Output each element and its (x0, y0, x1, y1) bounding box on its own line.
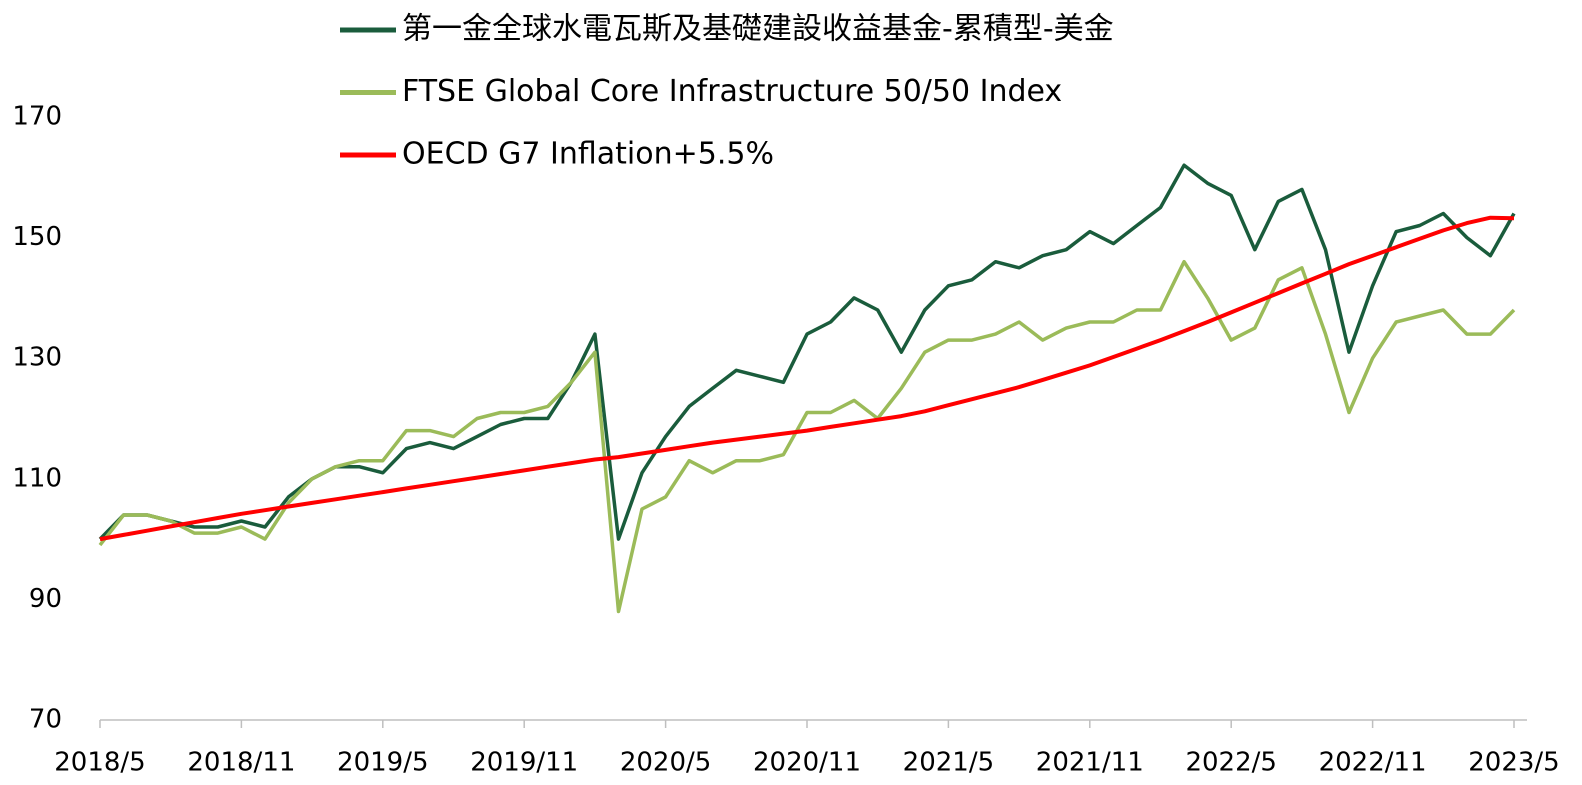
y-tick-label: 90 (29, 584, 62, 614)
x-tick-label: 2018/11 (187, 748, 295, 778)
legend-label: OECD G7 Inflation+5.5% (402, 137, 774, 172)
x-tick-label: 2019/5 (337, 748, 428, 778)
legend-label: FTSE Global Core Infrastructure 50/50 In… (402, 74, 1062, 109)
x-tick-label: 2021/5 (903, 748, 994, 778)
x-tick-label: 2020/11 (753, 748, 861, 778)
y-tick-label: 170 (12, 102, 62, 132)
legend-label: 第一金全球水電瓦斯及基礎建設收益基金-累積型-美金 (402, 12, 1114, 47)
x-tick-label: 2022/5 (1185, 748, 1276, 778)
y-tick-label: 70 (29, 705, 62, 735)
series-line (99, 215, 1515, 542)
y-tick-label: 150 (12, 222, 62, 252)
x-tick-label: 2022/11 (1319, 748, 1427, 778)
series-line (98, 163, 1516, 541)
y-tick-label: 130 (12, 343, 62, 373)
x-tick-label: 2019/11 (470, 748, 578, 778)
x-tick-label: 2020/5 (620, 748, 711, 778)
y-tick-label: 110 (12, 463, 62, 493)
x-tick-label: 2023/5 (1468, 748, 1559, 778)
x-tick-label: 2021/11 (1036, 748, 1144, 778)
series-line (98, 259, 1516, 614)
x-tick-label: 2018/5 (54, 748, 145, 778)
